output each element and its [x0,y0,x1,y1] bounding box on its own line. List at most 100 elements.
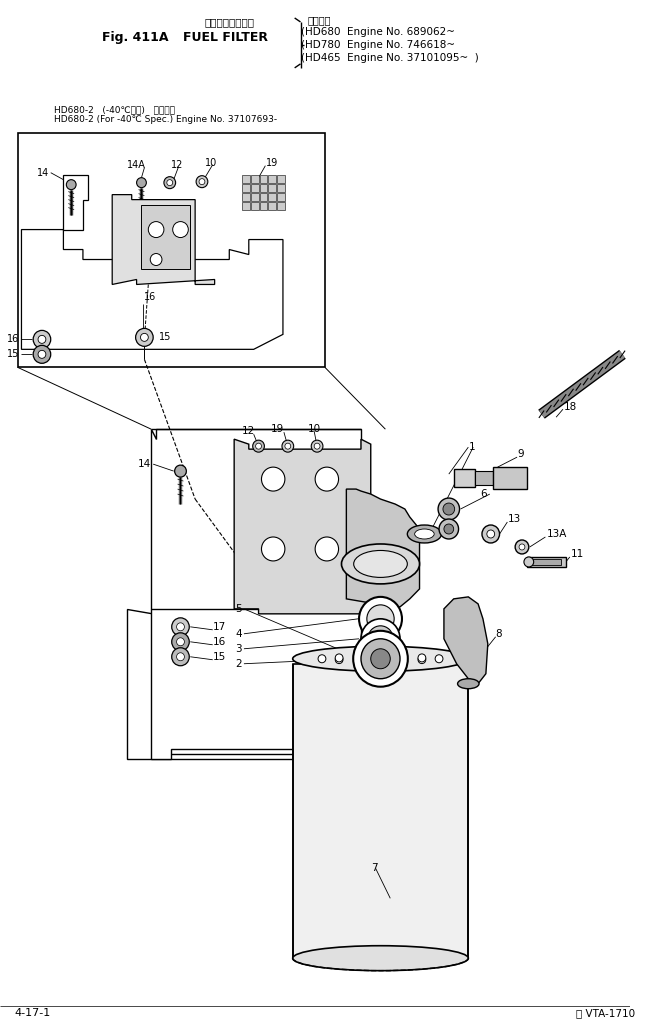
Text: Ⓢ VTA-1710: Ⓢ VTA-1710 [576,1008,635,1018]
Text: フゥエルフィルタ: フゥエルフィルタ [204,17,255,26]
Text: 18: 18 [564,403,577,413]
Circle shape [377,653,384,661]
Circle shape [438,498,459,520]
Text: FUEL FILTER: FUEL FILTER [183,32,269,45]
Bar [260,202,267,210]
Bar [277,183,285,192]
Text: 14: 14 [138,460,151,469]
Text: 7: 7 [371,863,377,873]
Circle shape [311,440,323,452]
Ellipse shape [353,550,408,578]
Text: 14: 14 [37,168,49,177]
Circle shape [353,631,408,687]
Ellipse shape [415,529,434,539]
Bar [277,174,285,182]
Text: 5: 5 [235,604,242,613]
Text: 19: 19 [271,424,284,434]
Circle shape [33,345,51,364]
Circle shape [136,328,153,346]
Bar [268,174,276,182]
Polygon shape [151,429,361,758]
Circle shape [262,537,285,560]
Circle shape [443,503,455,515]
Polygon shape [63,174,88,229]
Text: 15: 15 [213,652,226,661]
Circle shape [519,544,525,550]
Polygon shape [112,195,214,284]
Circle shape [318,655,326,662]
Bar [251,202,258,210]
Circle shape [368,626,393,652]
Text: 16: 16 [145,292,156,303]
Circle shape [167,179,172,185]
Text: 13: 13 [507,514,521,524]
Circle shape [199,178,205,184]
Text: 8: 8 [495,629,502,639]
Text: 15: 15 [7,350,19,360]
Circle shape [439,519,459,539]
Bar [251,174,258,182]
Circle shape [377,656,384,664]
Circle shape [38,351,46,359]
Ellipse shape [293,946,468,971]
Text: 6: 6 [480,489,486,499]
Circle shape [335,654,343,662]
Circle shape [363,641,398,677]
Circle shape [67,179,76,190]
Text: 16: 16 [213,637,226,647]
Circle shape [176,653,184,660]
Text: (HD680  Engine No. 689062~: (HD680 Engine No. 689062~ [300,26,455,37]
Bar [260,193,267,201]
Text: 1: 1 [468,442,475,452]
Circle shape [487,530,495,538]
Bar [268,183,276,192]
Polygon shape [21,229,283,350]
Bar [293,663,468,958]
Circle shape [176,623,184,631]
Circle shape [444,524,453,534]
Ellipse shape [342,544,419,584]
Circle shape [335,655,343,663]
Circle shape [172,221,188,237]
Circle shape [172,618,189,636]
Bar [260,183,267,192]
Bar [277,193,285,201]
Bar [17,132,325,367]
Bar [268,202,276,210]
Polygon shape [346,489,419,607]
Ellipse shape [293,646,468,672]
Circle shape [149,221,164,237]
Circle shape [33,330,51,348]
Circle shape [256,443,262,449]
Bar [527,557,566,567]
Circle shape [164,176,176,189]
Ellipse shape [457,679,479,689]
Bar [141,205,191,269]
Circle shape [262,467,285,491]
Circle shape [315,467,339,491]
Circle shape [172,633,189,651]
Circle shape [515,540,529,554]
Bar [242,183,250,192]
Text: Fig. 411A: Fig. 411A [103,32,169,45]
Circle shape [314,443,320,449]
Text: 16: 16 [7,334,19,344]
Circle shape [371,649,390,668]
Text: 2: 2 [235,658,242,668]
Bar [268,193,276,201]
Bar [242,174,250,182]
Ellipse shape [408,525,441,543]
Circle shape [285,443,291,449]
Text: 12: 12 [171,160,183,170]
Bar [242,202,250,210]
Bar [251,193,258,201]
Circle shape [418,655,426,663]
Bar [475,471,493,485]
Bar [493,467,527,489]
Circle shape [253,440,264,452]
Text: 11: 11 [571,549,584,559]
Bar [251,183,258,192]
Circle shape [361,639,400,679]
Circle shape [369,647,392,671]
Circle shape [418,654,426,662]
